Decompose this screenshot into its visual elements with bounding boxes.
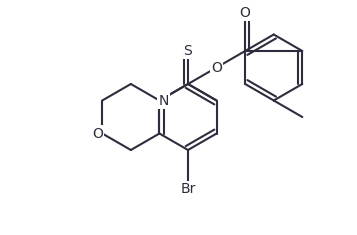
Text: S: S (183, 44, 192, 58)
Text: O: O (211, 60, 222, 74)
Text: N: N (158, 94, 169, 107)
Text: O: O (240, 6, 251, 20)
Text: Br: Br (180, 182, 196, 196)
Text: O: O (92, 126, 103, 141)
